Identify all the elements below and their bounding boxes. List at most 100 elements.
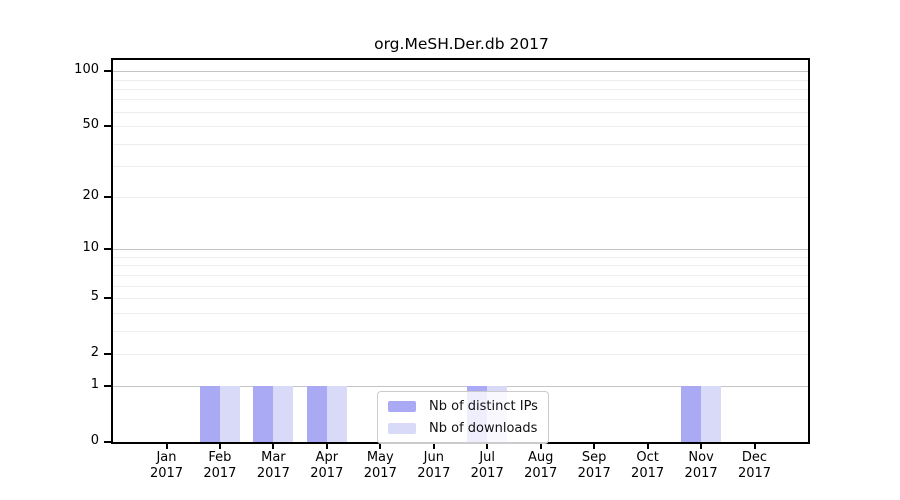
gridline-3: [113, 330, 808, 332]
bar-feb-distinct-ips: [199, 386, 220, 442]
legend-swatch-downloads: [388, 423, 416, 434]
year-label: 2017: [203, 465, 237, 481]
year-label: 2017: [149, 465, 184, 481]
bar-nov-downloads: [701, 386, 722, 442]
year-label: 2017: [684, 465, 718, 481]
gridline-20: [113, 197, 808, 199]
y-tick-50: [104, 125, 113, 127]
gridline-7: [113, 274, 808, 276]
y-tick-5: [104, 297, 113, 299]
year-label: 2017: [524, 465, 558, 481]
gridline-9: [113, 257, 808, 258]
x-tick-label-apr: Apr 2017: [295, 450, 359, 481]
year-label: 2017: [577, 465, 611, 481]
x-tick-feb: [218, 444, 221, 449]
legend-label-0: Nb of distinct IPs: [429, 399, 538, 414]
x-tick-jun: [432, 444, 435, 449]
year-label: 2017: [631, 465, 665, 481]
y-tick-20: [104, 196, 113, 199]
gridline-2: [113, 353, 808, 355]
month-label: Nov: [688, 450, 714, 465]
x-tick-label-jun: Jun 2017: [402, 450, 466, 481]
year-label: 2017: [470, 465, 504, 481]
y-tick-label-2: 2: [90, 344, 99, 360]
month-label: Jan: [156, 450, 177, 465]
gridline-6: [113, 285, 808, 287]
legend: Nb of distinct IPs Nb of downloads: [377, 391, 549, 444]
gridline-8: [113, 265, 808, 267]
year-label: 2017: [417, 465, 451, 481]
y-tick-label-5: 5: [90, 289, 99, 304]
x-tick-jan: [165, 444, 168, 449]
x-tick-jul: [486, 444, 489, 449]
x-tick-label-jul: Jul 2017: [455, 450, 519, 481]
x-tick-sep: [593, 444, 596, 449]
gridline-90: [113, 79, 808, 81]
month-label: Feb: [208, 450, 232, 465]
month-label: Jun: [423, 450, 444, 465]
gridline-100: [113, 71, 808, 73]
x-tick-aug: [539, 444, 542, 449]
month-label: Sep: [581, 450, 607, 465]
x-tick-label-may: May 2017: [348, 450, 412, 481]
x-tick-dec: [753, 444, 756, 449]
y-tick-2: [104, 352, 113, 355]
gridline-40: [113, 143, 808, 145]
gridline-70: [113, 99, 808, 101]
gridline-1: [113, 386, 808, 388]
month-label: Jul: [479, 450, 496, 465]
x-tick-apr: [325, 444, 328, 449]
chart-title: org.MeSH.Der.db 2017: [374, 35, 549, 53]
x-tick-nov: [700, 444, 703, 449]
y-tick-100: [104, 70, 113, 73]
x-tick-label-oct: Oct 2017: [616, 450, 680, 481]
year-label: 2017: [310, 465, 344, 481]
y-tick-label-10: 10: [82, 240, 99, 256]
bar-feb-downloads: [219, 386, 240, 442]
year-label: 2017: [256, 465, 290, 481]
x-tick-oct: [646, 444, 649, 449]
x-tick-label-dec: Dec 2017: [723, 450, 787, 481]
bar-mar-distinct-ips: [253, 386, 274, 442]
y-tick-label-20: 20: [82, 188, 99, 204]
month-label: Oct: [636, 450, 659, 465]
y-tick-1: [104, 385, 113, 388]
gridline-80: [113, 88, 808, 90]
bar-apr-downloads: [326, 386, 347, 442]
gridline-50: [113, 126, 808, 127]
legend-item-0: Nb of distinct IPs: [388, 399, 538, 414]
y-tick-0: [104, 441, 113, 443]
x-tick-mar: [272, 444, 275, 449]
x-tick-label-feb: Feb 2017: [188, 450, 252, 481]
x-tick-label-sep: Sep 2017: [562, 450, 626, 481]
gridline-60: [113, 111, 808, 113]
year-label: 2017: [737, 465, 772, 481]
x-tick-may: [379, 444, 382, 449]
y-tick-label-50: 50: [82, 117, 99, 132]
gridline-5: [113, 298, 808, 299]
year-label: 2017: [363, 465, 397, 481]
month-label: Aug: [527, 450, 554, 465]
x-tick-label-jan: Jan 2017: [135, 450, 199, 481]
month-label: May: [366, 450, 394, 465]
bar-nov-distinct-ips: [681, 386, 702, 442]
y-tick-label-100: 100: [74, 62, 99, 78]
x-tick-label-aug: Aug 2017: [509, 450, 573, 481]
legend-label-1: Nb of downloads: [429, 421, 538, 436]
month-label: Apr: [315, 450, 339, 465]
bar-mar-downloads: [273, 386, 294, 442]
gridline-4: [113, 312, 808, 314]
plot-area: [111, 58, 810, 444]
legend-swatch-distinct-ips: [388, 401, 416, 412]
y-tick-10: [104, 248, 113, 251]
x-tick-label-nov: Nov 2017: [669, 450, 733, 481]
y-tick-label-0: 0: [90, 433, 99, 448]
bar-apr-distinct-ips: [306, 386, 327, 442]
month-label: Dec: [741, 450, 768, 465]
month-label: Mar: [261, 450, 286, 465]
x-tick-label-mar: Mar 2017: [241, 450, 305, 481]
y-tick-label-1: 1: [90, 377, 99, 393]
gridline-10: [113, 249, 808, 251]
gridline-30: [113, 166, 808, 167]
